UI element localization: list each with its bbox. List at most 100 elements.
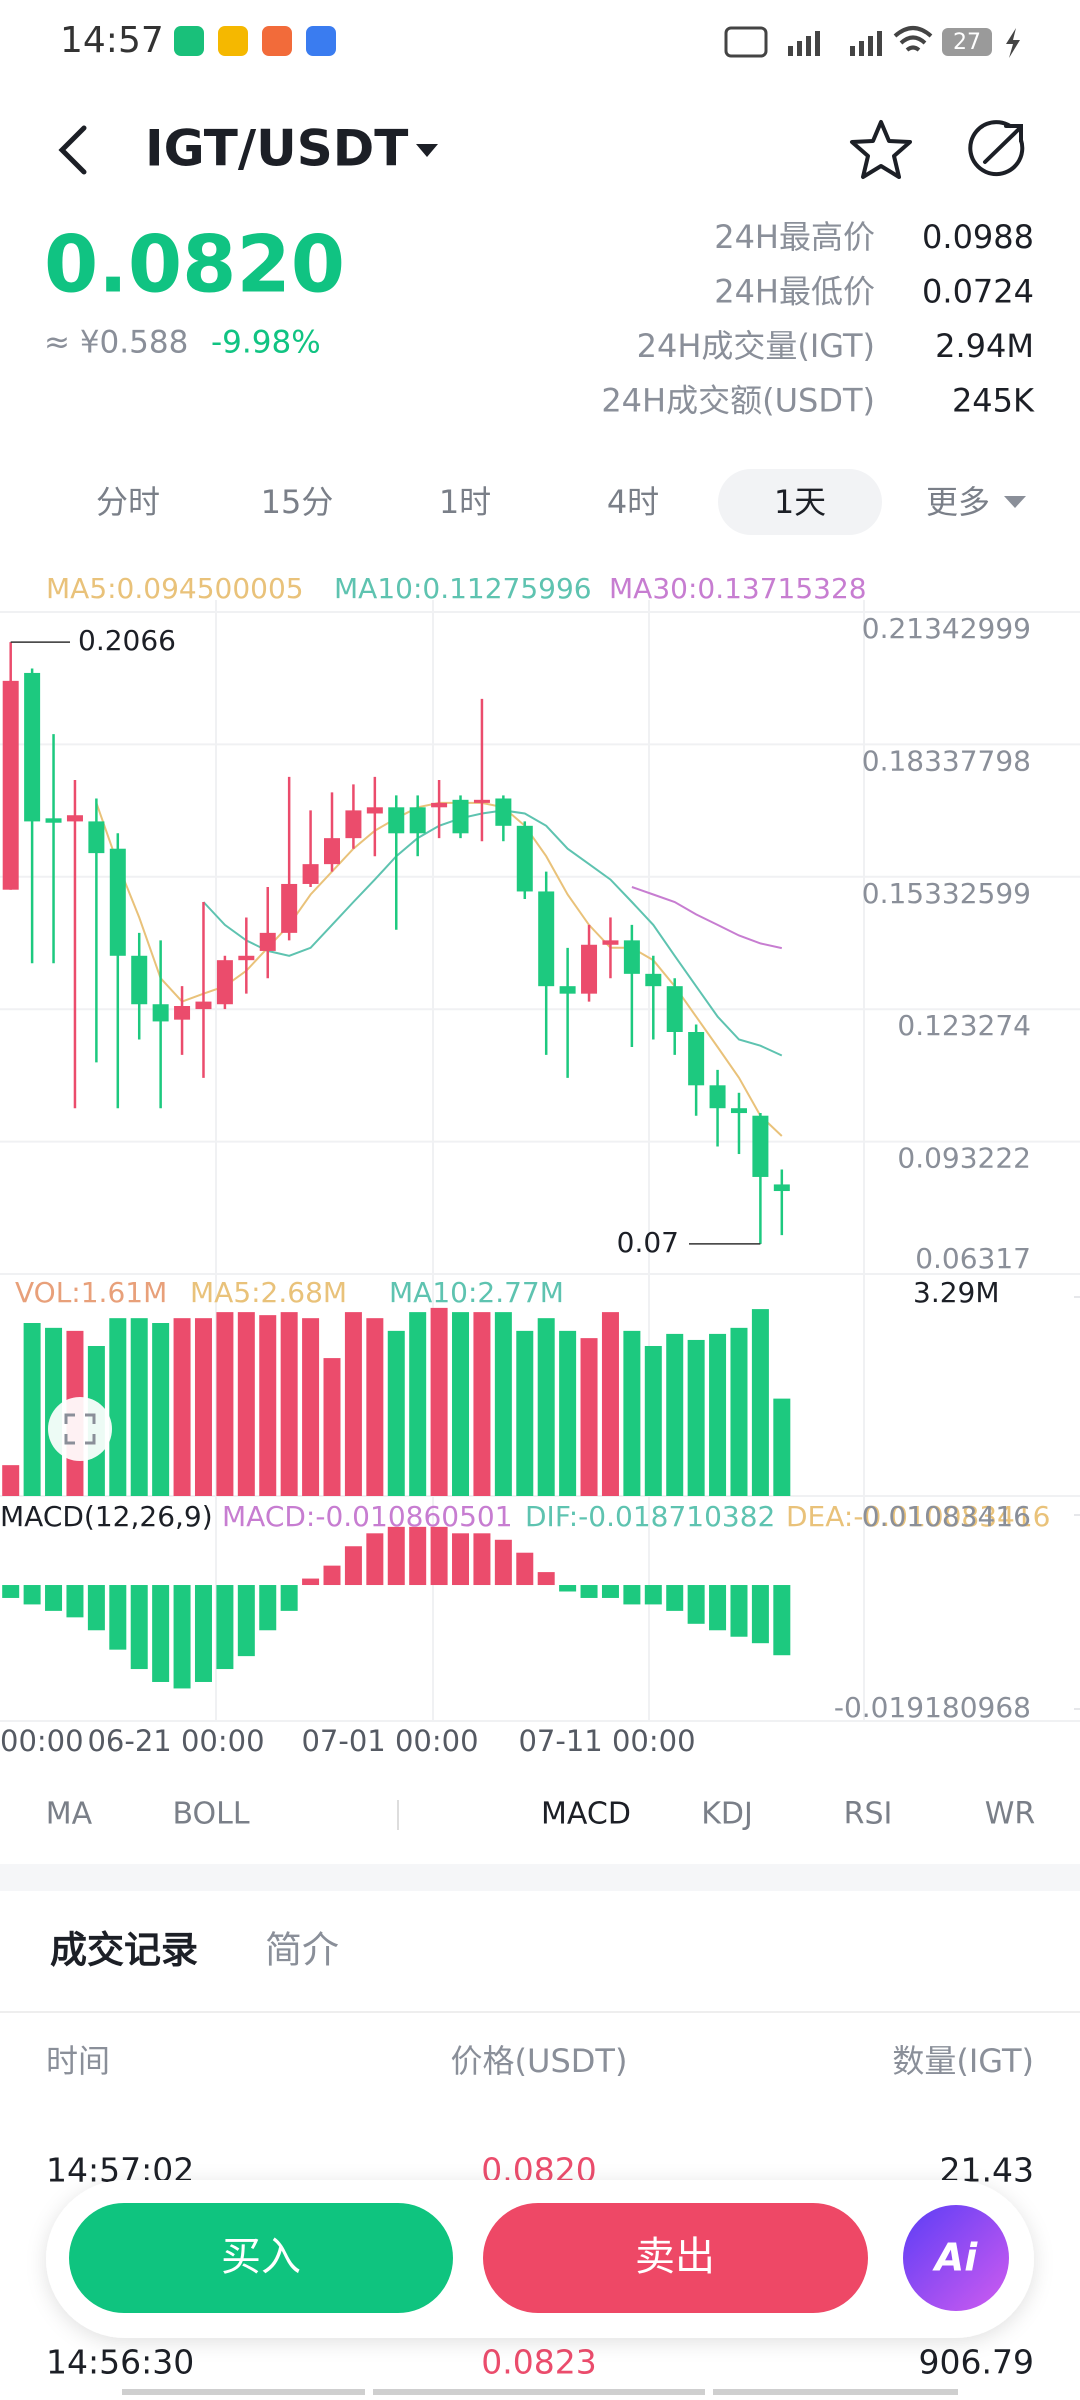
y-tick-label: 0.21342999 [862,612,1031,645]
macd-bar [473,1533,491,1586]
volume-bar [237,1312,255,1496]
indicator-tab[interactable]: MA [46,1797,93,1832]
more-dropdown[interactable] [1004,496,1026,508]
volume-bar [23,1323,41,1496]
status-icon [218,26,248,56]
volume-bar [773,1398,791,1496]
candle-body [24,672,41,822]
share-button[interactable] [968,120,1025,177]
volume-bar [601,1312,619,1496]
macd-bar [323,1565,341,1586]
volume-bar [559,1330,577,1496]
ma-line [95,801,783,1137]
ai-label: Ai [932,2236,978,2280]
timeframe-tab[interactable]: 15分 [261,483,334,521]
candle-body [2,680,19,890]
candle-body [366,807,383,814]
timeframe-tab[interactable]: 分时 [96,483,160,521]
macd-bar [709,1585,727,1631]
legend-entry: DIF:-0.018710382 [525,1500,775,1533]
timeframe-tab[interactable]: 1天 [774,483,826,521]
volume-bar [644,1345,662,1496]
legend-entry: DEA:-0.010083416 [786,1500,1051,1533]
candle-body [281,883,298,933]
volume-bar [344,1312,362,1496]
candle-body [623,940,640,974]
candle-body [709,1085,726,1109]
legend-entry: MACD:-0.010860501 [222,1500,513,1533]
timeframe-tab[interactable]: 4时 [607,483,659,521]
candle-body [473,799,490,803]
candle-body [602,940,619,945]
ai-button[interactable] [903,2205,1009,2311]
buy-label: 买入 [221,2234,301,2280]
legend-entry: MA5:0.094500005 [46,572,304,605]
timeframe-tab[interactable]: 1时 [439,483,491,521]
low-label: 0.07 [617,1226,679,1259]
volume-bar [730,1327,748,1496]
candle-body [752,1115,769,1177]
x-tick-label: 06-21 00:00 [87,1724,264,1758]
y-tick-label: 0.06317 [915,1242,1031,1275]
favorite-button[interactable] [850,120,912,179]
legend-entry: MA10:0.11275996 [334,572,592,605]
volume-bar [516,1330,534,1496]
volume-bar [409,1312,427,1496]
volume-bar [173,1318,191,1496]
y-tick-label: 0.18337798 [862,744,1031,777]
pair-title[interactable]: IGT/USDT [145,120,408,178]
tab-intro[interactable]: 简介 [265,1929,339,1972]
volume-bar [109,1318,127,1496]
high-label: 0.2066 [78,624,176,657]
tab-trades[interactable]: 成交记录 [50,1929,198,1972]
macd-bar [409,1526,427,1586]
fullscreen-button[interactable] [48,1397,112,1461]
buy-button[interactable] [69,2203,453,2313]
sell-button[interactable] [483,2203,868,2313]
macd-bar [494,1539,512,1586]
indicator-tab[interactable]: BOLL [172,1797,249,1832]
volume-bar [687,1339,705,1496]
status-icon [174,26,204,56]
column-header: 价格(USDT) [451,2042,628,2080]
macd-bar [773,1585,791,1656]
candle-body [538,891,555,987]
indicator-tab[interactable]: MACD [541,1797,631,1832]
indicator-tab[interactable]: RSI [844,1797,893,1832]
macd-bar [687,1585,705,1624]
candle-body [152,1004,169,1022]
volume-bar [494,1312,512,1496]
timeframe-tab[interactable]: 更多 [926,483,990,521]
signal-icon [788,31,882,56]
back-button[interactable] [58,125,87,175]
y-tick-label: 0.123274 [897,1009,1031,1042]
candle-body [174,1006,191,1020]
y-tick-label: 0.01083416 [862,1500,1031,1533]
legend-entry: MA5:2.68M [190,1276,347,1309]
candle-body [66,815,83,822]
stat-label: 24H成交量(IGT) [637,327,875,365]
column-header: 数量(IGT) [892,2042,1034,2080]
candle-body [195,1001,212,1010]
stat-value: 245K [952,382,1035,420]
x-tick-label: 07-01 00:00 [301,1724,478,1758]
sell-label: 卖出 [635,2234,715,2280]
volume-bar [387,1330,405,1496]
macd-bar [580,1585,598,1598]
macd-bar [644,1585,662,1605]
macd-bar [109,1585,127,1650]
volume-bar [130,1318,148,1496]
indicator-tab[interactable]: KDJ [701,1797,753,1832]
macd-bar [302,1578,320,1586]
pair-dropdown[interactable] [416,144,438,157]
volume-bar [2,1465,20,1496]
macd-bar [45,1585,63,1611]
indicator-tab[interactable]: WR [985,1797,1036,1832]
candle-body [238,955,255,961]
macd-bar [23,1585,41,1605]
candle-body [388,807,405,834]
wifi-icon [893,26,933,52]
trade-amount: 906.79 [919,2343,1034,2382]
macd-bar [623,1585,641,1605]
